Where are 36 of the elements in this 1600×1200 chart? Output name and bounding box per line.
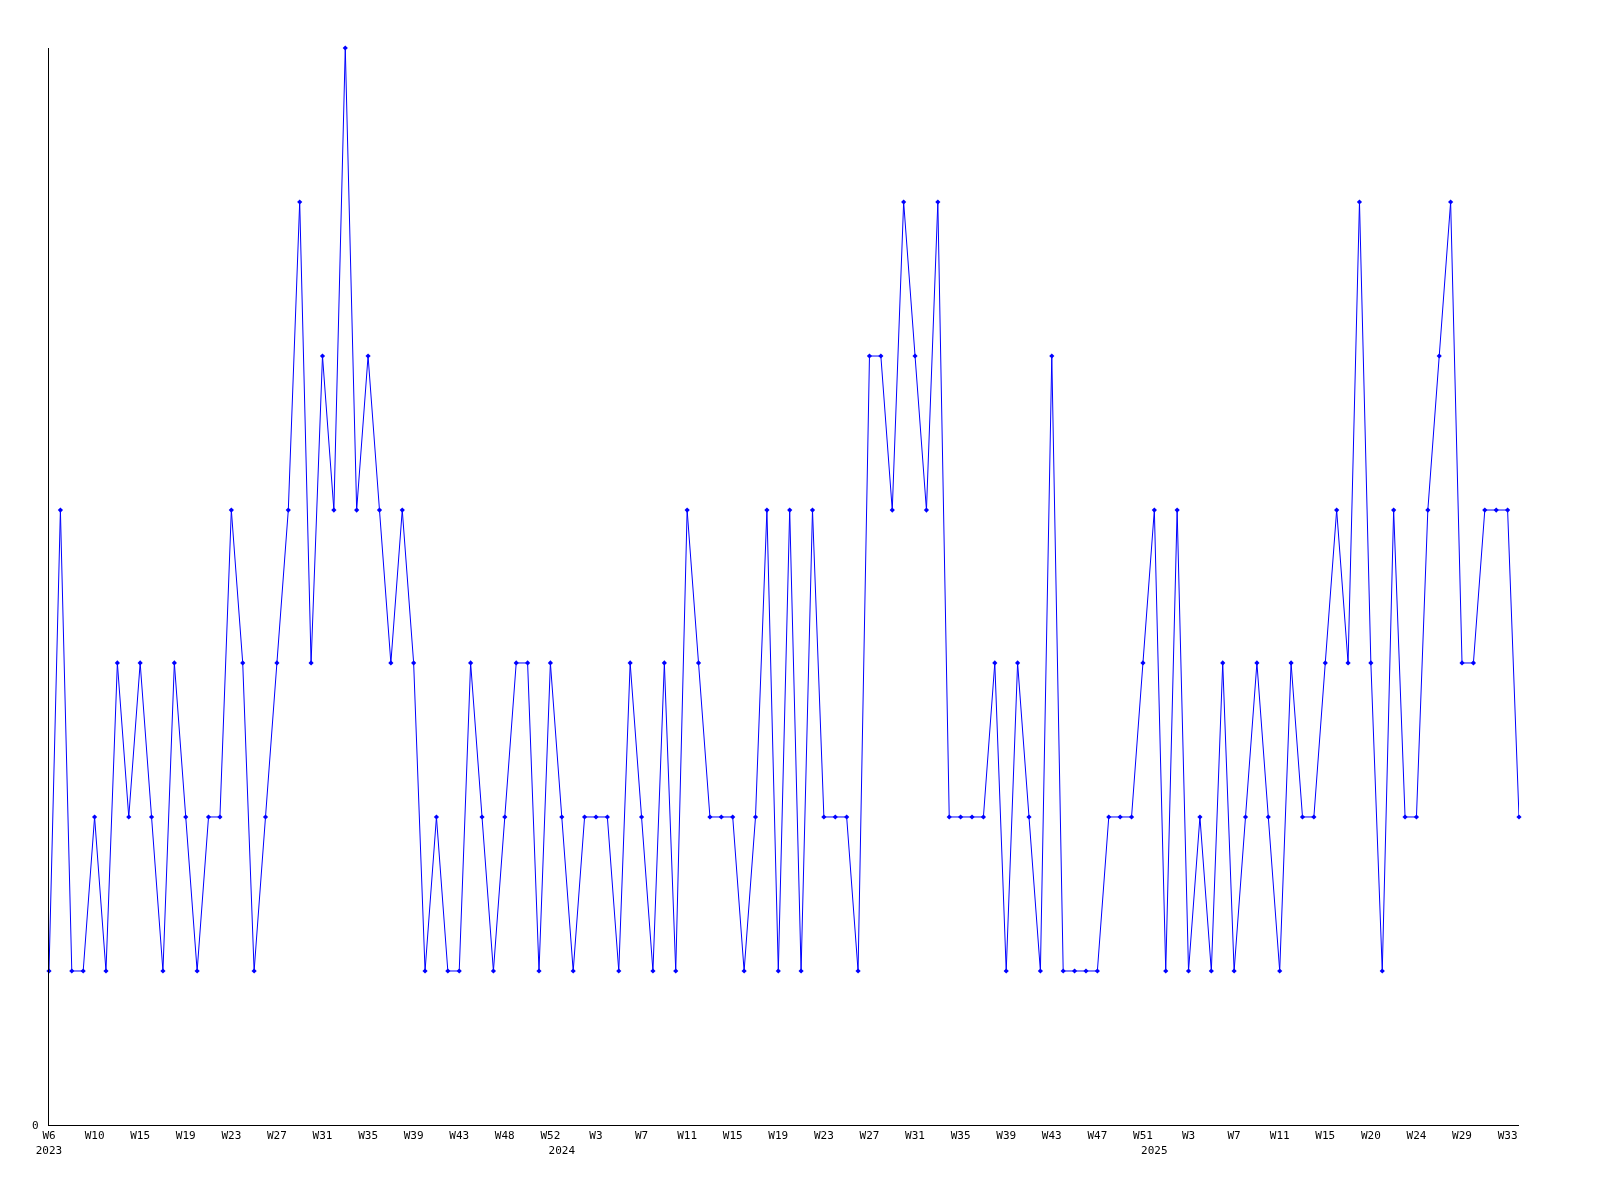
x-tick-label: W33 [1497, 1129, 1518, 1143]
x-tick-label: W47 [1087, 1129, 1108, 1143]
x-tick-label: W39 [996, 1129, 1017, 1143]
x-tick-label: W43 [449, 1129, 470, 1143]
x-tick-label: W10 [84, 1129, 105, 1143]
x-tick-label: W43 [1041, 1129, 1062, 1143]
x-tick-label: W7 [1227, 1129, 1241, 1143]
x-tick-label: 2025 [1141, 1143, 1168, 1157]
x-tick-label: 2024 [548, 1143, 576, 1157]
x-tick-label: W15 [1315, 1129, 1336, 1143]
x-tick-label: W11 [1269, 1129, 1290, 1143]
x-tick-label: W35 [358, 1129, 379, 1143]
x-tick-label: W31 [312, 1129, 333, 1143]
x-tick-label: W15 [722, 1129, 743, 1143]
x-tick-label: W27 [266, 1129, 287, 1143]
x-tick-label: W23 [221, 1129, 242, 1143]
x-tick-label: W29 [1452, 1129, 1472, 1143]
x-tick-label: W52 [540, 1129, 561, 1143]
x-tick-label: W48 [494, 1129, 515, 1143]
x-tick-label: W31 [905, 1129, 925, 1143]
x-tick-label: W7 [634, 1129, 649, 1143]
x-tick-label: W15 [130, 1129, 151, 1143]
x-tick-label: W35 [950, 1129, 971, 1143]
x-tick-label: W23 [813, 1129, 834, 1143]
x-tick-label: W20 [1360, 1129, 1381, 1143]
x-tick-label: W19 [768, 1129, 789, 1143]
x-tick-label: W27 [859, 1129, 880, 1143]
x-tick-label: W3 [1181, 1129, 1196, 1143]
text: 0 [32, 1119, 39, 1132]
x-tick-label: W39 [403, 1129, 424, 1143]
x-tick-label: W6 2023 [35, 1129, 63, 1157]
x-tick-label: W51 [1133, 1129, 1153, 1143]
x-tick-label: W19 [175, 1129, 196, 1143]
x-tick-label: W3 [589, 1129, 603, 1143]
x-tick-label: W24 [1406, 1129, 1427, 1143]
x-tick-label: W11 [677, 1129, 698, 1143]
